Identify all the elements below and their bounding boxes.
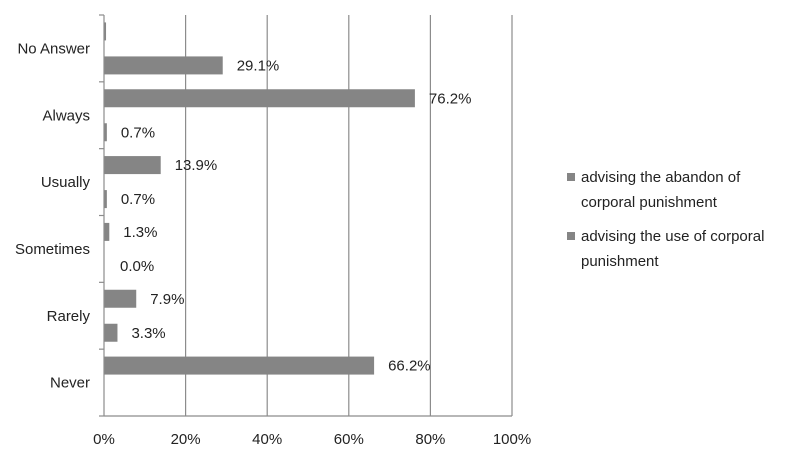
legend-label: corporal punishment	[581, 194, 718, 211]
x-tick-label: 0%	[93, 431, 115, 448]
x-tick-label: 80%	[415, 431, 445, 448]
gridlines	[185, 15, 513, 416]
bars	[104, 22, 415, 375]
axes: 0% 20% 40% 60% 80% 100% No Answer Always Usually…	[15, 14, 531, 448]
bar-s1-always	[104, 89, 415, 108]
data-label: 0.0%	[120, 258, 154, 275]
category-label: Rarely	[47, 308, 91, 325]
x-tick-label: 40%	[252, 431, 282, 448]
legend-swatch	[567, 173, 575, 181]
data-label: 3.3%	[131, 325, 165, 342]
bar-s1-no-answer	[104, 22, 107, 41]
category-label: Usually	[41, 174, 91, 191]
data-label: 0.7%	[121, 191, 155, 208]
data-label: 66.2%	[388, 358, 431, 375]
x-tick-label: 60%	[334, 431, 364, 448]
bar-s1-never	[104, 356, 375, 375]
bar-s2-always	[104, 123, 107, 142]
category-label: No Answer	[17, 40, 90, 57]
data-label: 13.9%	[175, 157, 218, 174]
data-label: 0.7%	[121, 124, 155, 141]
data-label: 1.3%	[123, 224, 157, 241]
category-label: Always	[42, 107, 90, 124]
bar-s2-usually	[104, 190, 107, 209]
legend-swatch	[567, 232, 575, 240]
data-label: 29.1%	[237, 57, 280, 74]
x-tick-label: 20%	[171, 431, 201, 448]
x-tick-label: 100%	[493, 431, 531, 448]
bar-s1-sometimes	[104, 222, 110, 241]
data-labels: 76.2% 13.9% 1.3% 7.9% 66.2% 29.1% 0.7% 0.7% 0.0%…	[120, 57, 471, 374]
category-label: Sometimes	[15, 241, 90, 258]
bar-s2-no-answer	[104, 56, 223, 75]
data-label: 7.9%	[150, 291, 184, 308]
category-label: Never	[50, 375, 90, 392]
bar-s2-rarely	[104, 323, 118, 342]
data-label: 76.2%	[429, 90, 472, 107]
legend-label: advising the abandon of	[581, 169, 741, 186]
legend: advising the abandon of corporal punishme…	[567, 169, 764, 270]
bar-s1-rarely	[104, 289, 137, 308]
legend-label: punishment	[581, 253, 659, 270]
bar-s1-usually	[104, 156, 161, 175]
legend-label: advising the use of corporal	[581, 228, 764, 245]
